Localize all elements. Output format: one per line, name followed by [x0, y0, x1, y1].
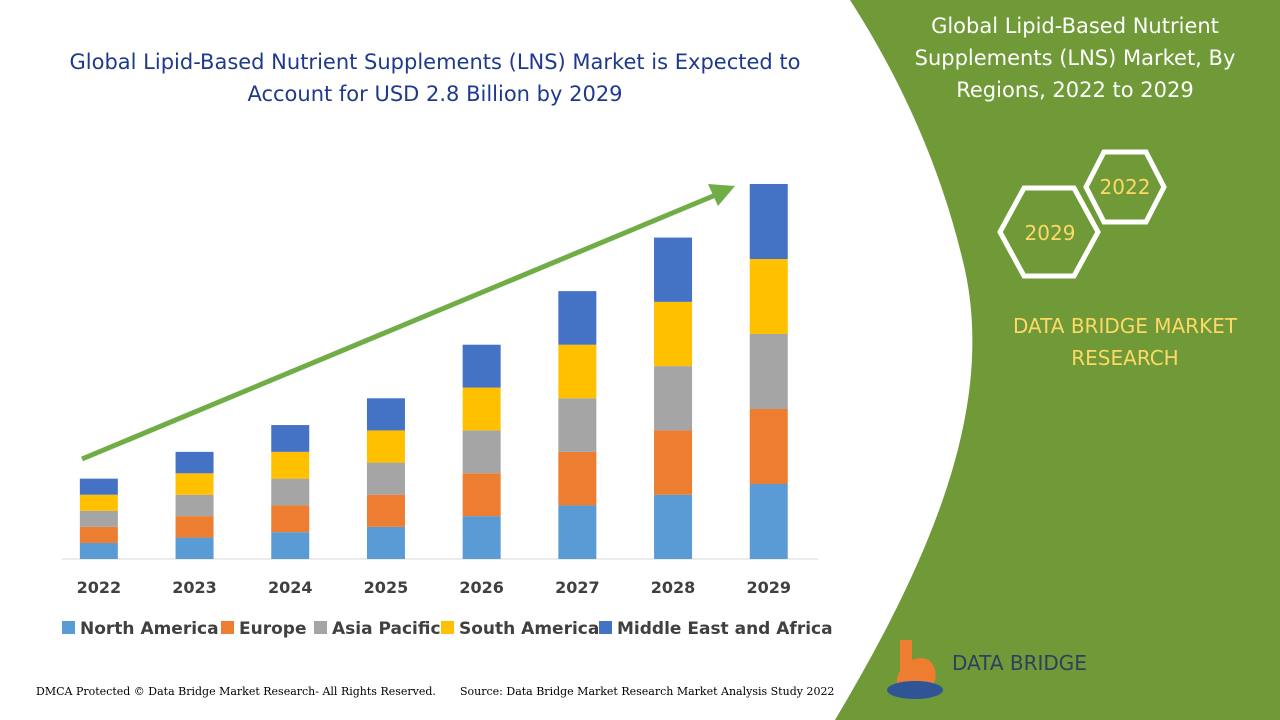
bar-segment [558, 291, 597, 345]
trend-arrowhead [708, 184, 735, 206]
bar-segment [271, 425, 310, 452]
bar-segment [175, 516, 214, 538]
legend-label: North America [80, 619, 219, 639]
panel-title: Global Lipid-Based Nutrient Supplements … [914, 14, 1236, 102]
bar-segment [366, 494, 405, 527]
bar-segment [366, 462, 405, 495]
bar-segment [749, 184, 788, 259]
bar-segment [79, 494, 118, 511]
legend-label: Europe [239, 619, 306, 639]
bar-segment [462, 516, 501, 559]
footer-left: DMCA Protected © Data Bridge Market Rese… [36, 685, 436, 698]
x-tick-label: 2027 [555, 578, 600, 597]
x-tick-label: 2022 [77, 578, 122, 597]
bar-segment [749, 334, 788, 409]
legend-swatch [221, 621, 234, 634]
logo-mark [887, 681, 943, 699]
bar-segment [558, 398, 597, 452]
bar-segment [271, 505, 310, 533]
bar-segment [175, 537, 214, 559]
bar-segment [271, 478, 310, 506]
legend-label: South America [459, 619, 599, 639]
legend-label: Middle East and Africa [617, 619, 833, 639]
bar-segment [654, 494, 693, 559]
bar-segment [462, 344, 501, 388]
legend-swatch [441, 621, 454, 634]
bar-segment [366, 398, 405, 431]
hexagon-label: 2022 [1100, 175, 1151, 199]
x-tick-label: 2026 [459, 578, 504, 597]
bar-segment [79, 478, 118, 495]
bar-segment [175, 473, 214, 495]
x-tick-label: 2025 [364, 578, 409, 597]
bar-segment [558, 344, 597, 399]
x-tick-label: 2023 [172, 578, 217, 597]
trend-arrow [81, 191, 719, 462]
hexagon [1083, 149, 1167, 225]
logo-text: DATA BRIDGE [952, 651, 1087, 675]
bar-segment [654, 366, 693, 431]
bar-segment [271, 532, 310, 559]
legend-swatch [314, 621, 327, 634]
bar-segment [749, 259, 788, 334]
x-tick-label: 2029 [746, 578, 791, 597]
x-tick-label: 2028 [651, 578, 696, 597]
bar-segment [558, 451, 597, 506]
bar-segment [654, 301, 693, 367]
hexagon [997, 185, 1101, 279]
legend-swatch [62, 621, 75, 634]
bar-segment [79, 526, 118, 543]
bar-segment [654, 237, 693, 302]
legend-swatch [599, 621, 612, 634]
bar-segment [79, 542, 118, 559]
bar-segment [558, 505, 597, 559]
bar-segment [271, 451, 310, 479]
bar-segment [462, 387, 501, 431]
bar-segment [79, 510, 118, 527]
bar-segment [366, 430, 405, 463]
x-tick-label: 2024 [268, 578, 313, 597]
footer-right: Source: Data Bridge Market Research Mark… [460, 685, 835, 698]
hexagon-label: 2029 [1025, 221, 1076, 245]
bar-segment [749, 409, 788, 484]
brand: DATA BRIDGE MARKET RESEARCH [1012, 314, 1238, 370]
bar-segment [175, 494, 214, 517]
bar-segment [366, 526, 405, 559]
bar-segment [462, 430, 501, 474]
bar-segment [462, 473, 501, 517]
bar-segment [749, 484, 788, 559]
green-panel [835, 0, 1280, 720]
legend-label: Asia Pacific [332, 619, 441, 639]
bar-segment [175, 451, 214, 474]
chart-title: Global Lipid-Based Nutrient Supplements … [69, 50, 801, 106]
bar-segment [654, 430, 693, 495]
